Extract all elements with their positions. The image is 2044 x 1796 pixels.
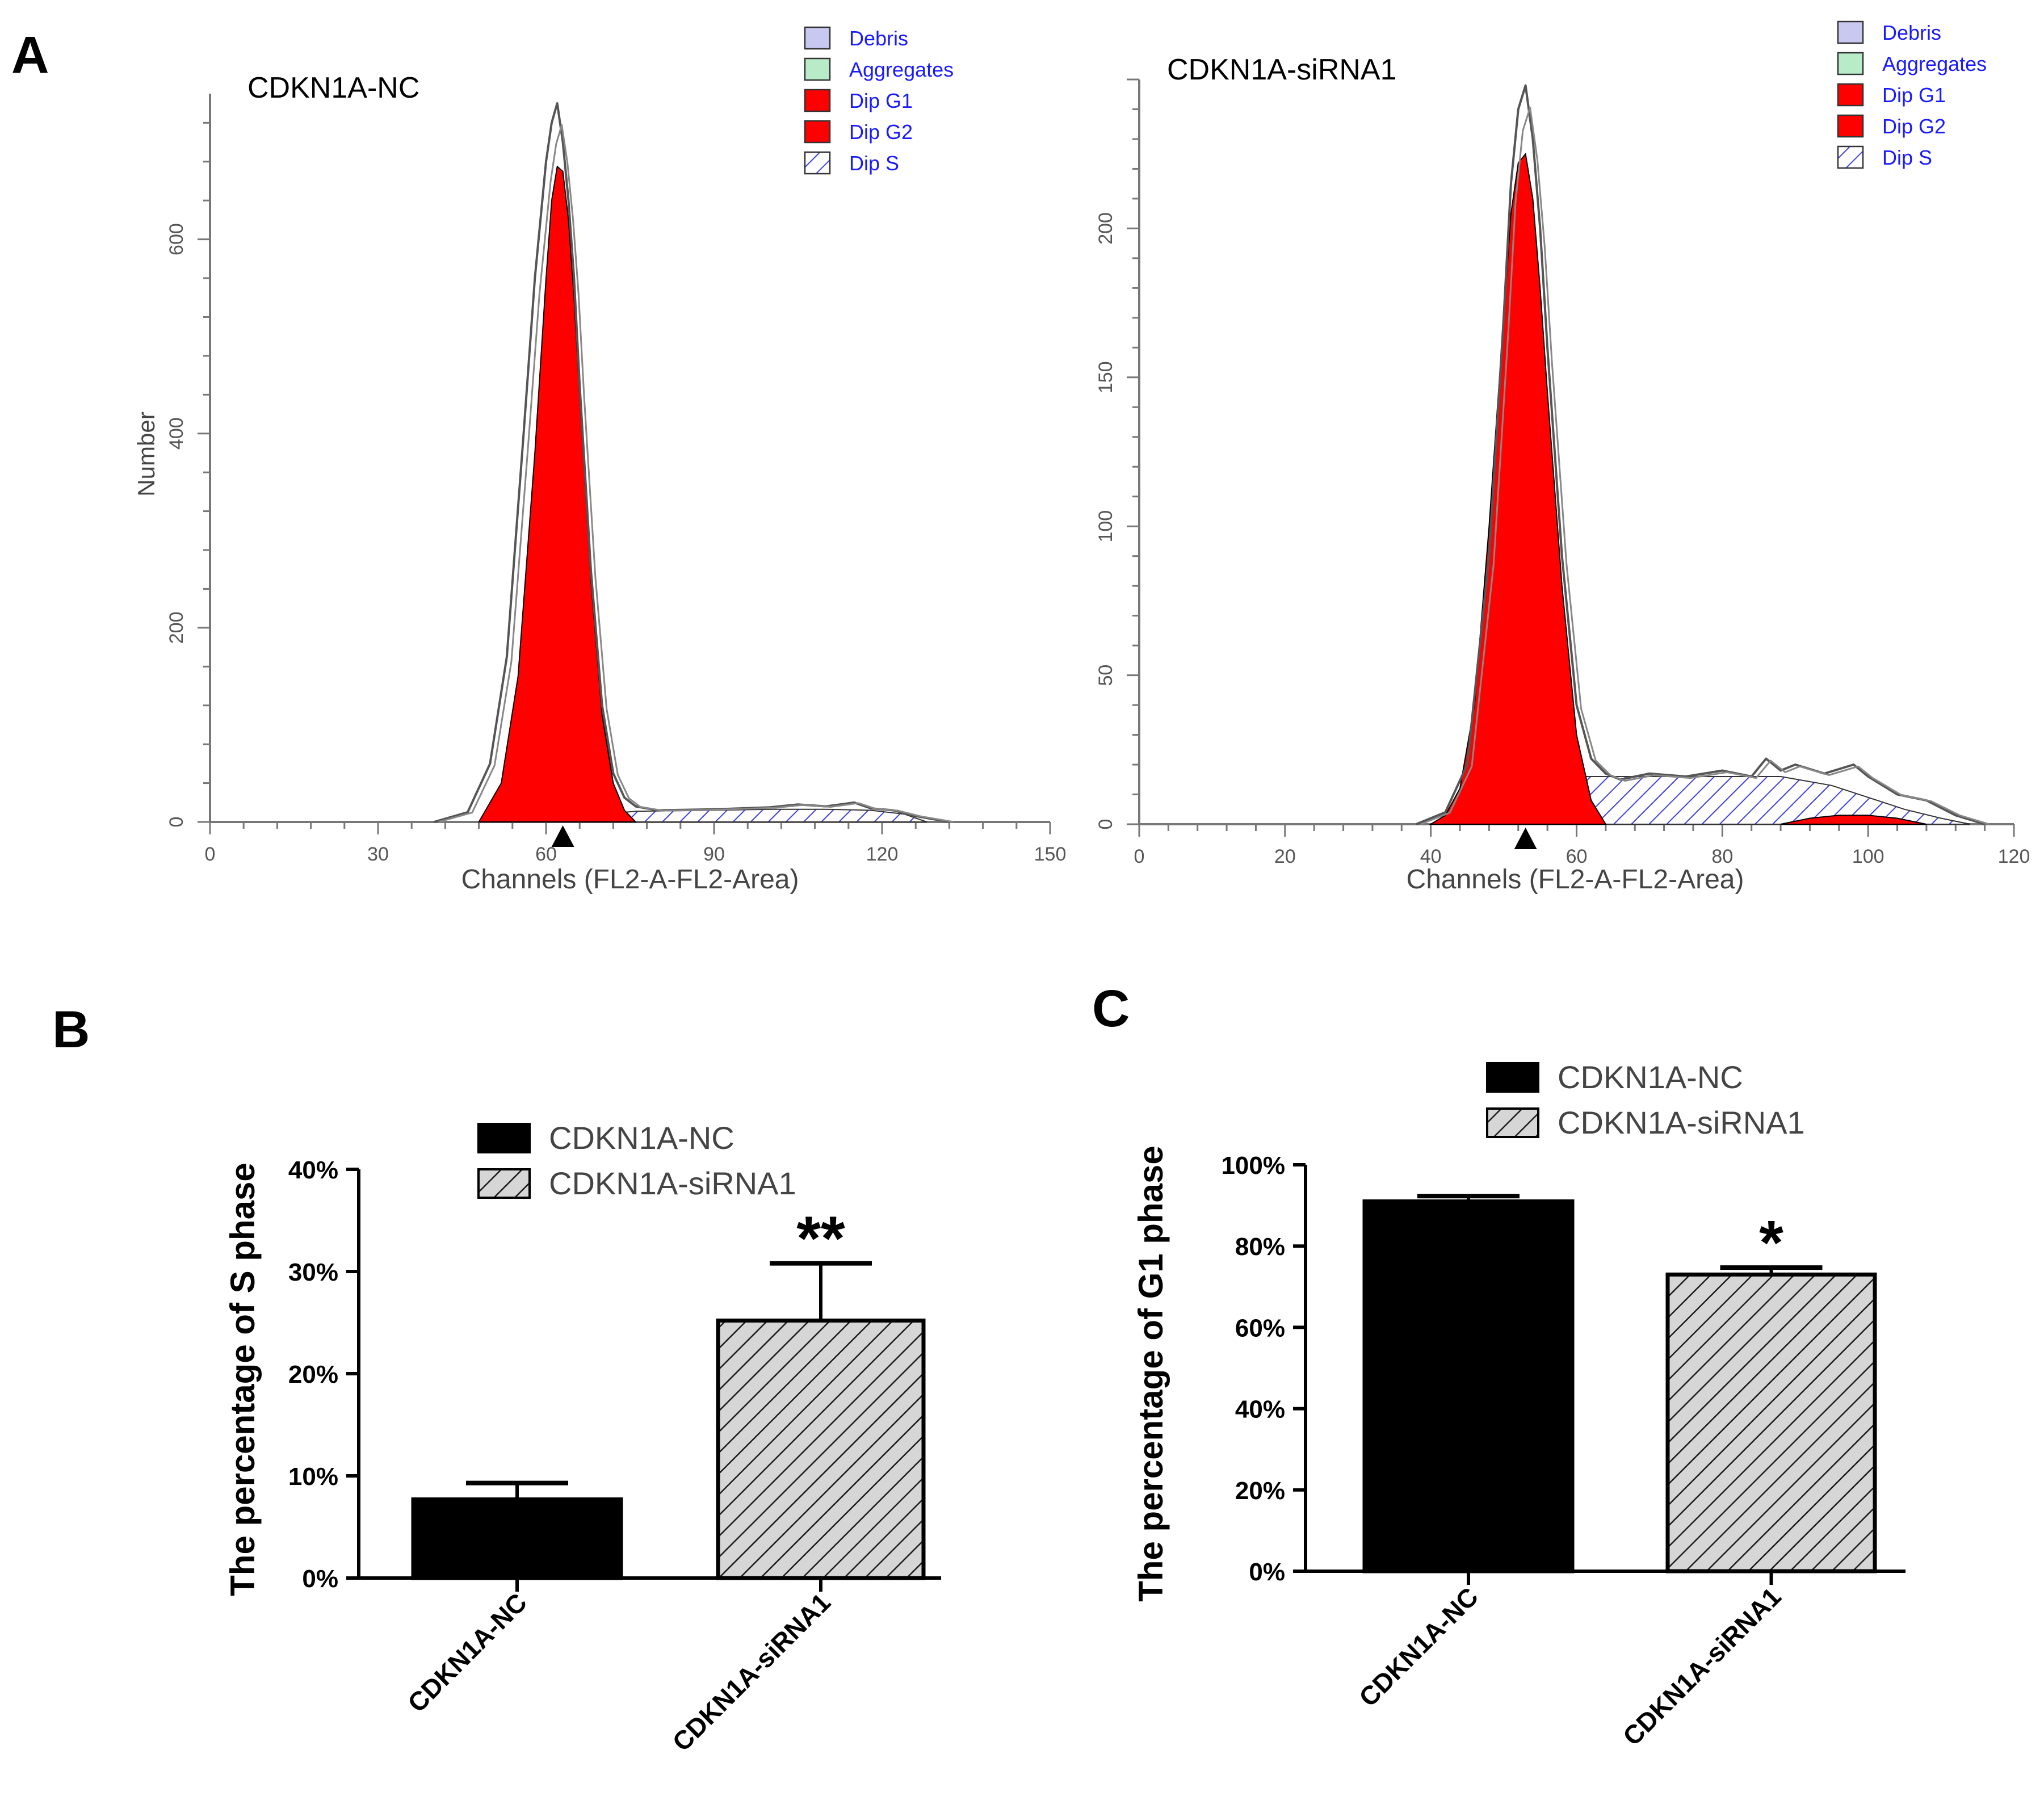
x-tick-label: 120 (866, 844, 899, 865)
y-axis-label: The percentage of G1 phase (1132, 1145, 1170, 1602)
y-tick-label: 60% (1235, 1314, 1285, 1342)
legend-swatch (1837, 20, 1864, 44)
x-tick-label: 0 (205, 844, 216, 865)
legend-label: Dip G2 (1882, 115, 1946, 138)
series-raw-trace (438, 124, 954, 823)
y-tick-label: 0 (166, 817, 187, 828)
x-tick-label: 40 (1420, 846, 1442, 867)
y-tick-label: 20% (1235, 1477, 1285, 1505)
series-dip-g2 (1780, 815, 1927, 825)
histogram-cdkn1a-sirna1: CDKN1A-siRNA1 Channels (FL2-A-FL2-Area) … (1095, 20, 2030, 895)
legend-swatch (1486, 1062, 1539, 1093)
legend-swatch (477, 1168, 531, 1199)
legend-swatch (804, 151, 831, 175)
legend-swatch (1837, 52, 1864, 75)
bar-cdkn1a-sirna1 (1665, 1272, 1877, 1573)
legend-label: Debris (1882, 21, 1941, 44)
y-tick-label: 0% (302, 1565, 338, 1593)
g1-peak-marker (551, 825, 574, 847)
y-tick-label: 150 (1095, 361, 1117, 393)
x-tick-label: 20 (1274, 846, 1296, 867)
bar-chart-s-phase: The percentage of S phase CDKN1A-NC CDKN1… (224, 1120, 941, 1757)
panel-label-a: A (11, 26, 49, 84)
series-raw-trace (434, 102, 950, 823)
x-tick-label: 120 (1998, 846, 2030, 867)
legend-swatch (1837, 83, 1864, 107)
bar-cdkn1a-nc (411, 1497, 623, 1580)
legend-swatch (804, 57, 831, 81)
category-label: CDKN1A-NC (402, 1587, 532, 1718)
histogram-title: CDKN1A-NC (247, 72, 419, 104)
category-label: CDKN1A-NC (1353, 1581, 1484, 1712)
legend-label: CDKN1A-siRNA1 (1558, 1105, 1805, 1140)
histogram-cdkn1a-nc: CDKN1A-NC Number Channels (FL2-A-FL2-Are… (133, 26, 1067, 895)
y-tick-label: 50 (1095, 665, 1117, 686)
x-tick-label: 30 (367, 844, 389, 865)
y-tick-label: 30% (288, 1258, 338, 1286)
x-tick-label: 90 (703, 844, 725, 865)
y-tick-label: 80% (1235, 1233, 1285, 1261)
legend-label: CDKN1A-NC (549, 1120, 735, 1156)
y-tick-label: 200 (166, 611, 187, 644)
x-tick-label: 100 (1852, 846, 1884, 867)
bar-cdkn1a-nc (1362, 1199, 1575, 1573)
category-label: CDKN1A-siRNA1 (1617, 1581, 1787, 1751)
series-raw-trace (1420, 107, 1990, 825)
significance-marker: ** (796, 1204, 845, 1274)
panel-label-c: C (1092, 980, 1130, 1038)
bar-chart-g1-phase: The percentage of G1 phase CDKN1A-NC CDKN… (1132, 1059, 1906, 1751)
y-tick-label: 10% (288, 1463, 338, 1491)
y-tick-label: 40% (288, 1156, 338, 1184)
category-label: CDKN1A-siRNA1 (666, 1587, 836, 1757)
legend-swatch (804, 120, 831, 144)
y-tick-label: 0% (1249, 1558, 1285, 1586)
histogram-legend: Debris Aggregates Dip G1 Dip G2 Dip S (804, 26, 954, 175)
x-tick-label: 0 (1134, 846, 1145, 867)
legend-swatch (804, 26, 831, 50)
y-tick-label: 100% (1221, 1152, 1285, 1180)
y-tick-label: 400 (166, 417, 187, 450)
x-tick-label: 80 (1711, 846, 1733, 867)
significance-marker: * (1759, 1208, 1783, 1278)
legend-label: Dip G1 (1882, 83, 1946, 107)
y-tick-label: 20% (288, 1361, 338, 1388)
panel-label-b: B (52, 1001, 90, 1059)
x-tick-label: 150 (1034, 844, 1067, 865)
y-tick-label: 100 (1095, 510, 1117, 543)
legend-label: Aggregates (849, 58, 954, 81)
legend-swatch (477, 1123, 531, 1153)
legend-swatch (1837, 145, 1864, 169)
series-dip-g1 (477, 165, 637, 823)
legend-label: Dip G1 (849, 89, 913, 112)
legend-label: Dip S (849, 152, 899, 175)
legend-label: Aggregates (1882, 52, 1987, 75)
histogram-title: CDKN1A-siRNA1 (1167, 53, 1397, 86)
y-tick-label: 40% (1235, 1396, 1285, 1424)
x-tick-label: 60 (1566, 846, 1588, 867)
y-tick-label: 0 (1095, 819, 1117, 830)
y-tick-label: 200 (1095, 212, 1117, 245)
legend-swatch (804, 89, 831, 112)
legend-label: CDKN1A-NC (1558, 1059, 1743, 1095)
g1-peak-marker (1514, 828, 1537, 849)
y-axis-label: The percentage of S phase (224, 1163, 262, 1596)
legend-swatch (1486, 1107, 1539, 1138)
legend-label: Debris (849, 27, 908, 50)
x-axis-label: Channels (FL2-A-FL2-Area) (1407, 865, 1744, 895)
legend-label: Dip G2 (849, 120, 913, 144)
bar-cdkn1a-sirna1 (716, 1318, 926, 1580)
histogram-legend: Debris Aggregates Dip G1 Dip G2 Dip S (1837, 20, 1987, 169)
x-axis-label: Channels (FL2-A-FL2-Area) (461, 865, 799, 895)
y-tick-label: 600 (166, 223, 187, 255)
series-dip-g1 (1429, 152, 1607, 825)
legend-label: CDKN1A-siRNA1 (549, 1165, 796, 1201)
y-axis-label: Number (133, 412, 160, 496)
legend-label: Dip S (1882, 146, 1932, 169)
legend-swatch (1837, 114, 1864, 138)
x-tick-label: 60 (535, 844, 557, 865)
